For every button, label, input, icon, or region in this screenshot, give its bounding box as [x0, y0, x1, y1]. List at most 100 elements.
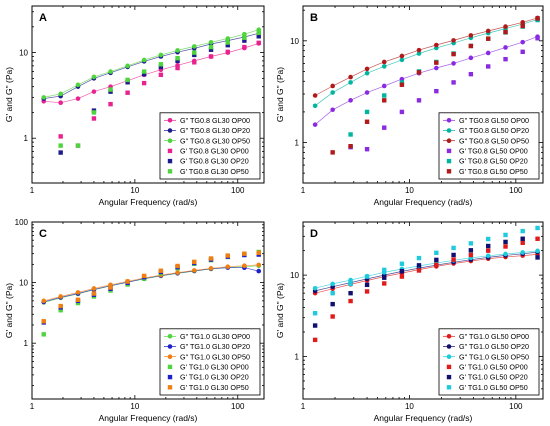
data-point [520, 240, 525, 245]
data-point [242, 31, 247, 37]
data-point [434, 257, 439, 263]
data-point [382, 98, 387, 103]
data-point [158, 268, 164, 273]
data-point [225, 36, 231, 41]
y-tick-label: 10 [19, 279, 28, 288]
data-point [535, 255, 540, 260]
legend-box [438, 328, 540, 396]
data-point [208, 44, 214, 50]
legend-label: G" TG0.8 GL30 OP20 [180, 126, 250, 135]
y-tick-label: 100 [15, 218, 29, 227]
data-point [330, 107, 335, 113]
series-line [43, 264, 259, 302]
y-axis-label: G' and G" (Pa) [4, 67, 14, 122]
data-point [348, 80, 353, 85]
data-point [91, 291, 97, 296]
x-tick-label: 10 [405, 186, 414, 195]
data-point [75, 143, 81, 148]
data-point [158, 52, 164, 58]
series-line [314, 19, 538, 106]
data-point [256, 34, 261, 39]
data-point [364, 109, 370, 115]
plot-frame [302, 221, 544, 400]
legend-marker [167, 138, 173, 143]
data-point [191, 44, 197, 49]
legend-marker [446, 169, 452, 174]
data-point [175, 263, 180, 269]
data-point [242, 44, 247, 50]
data-point [330, 290, 335, 296]
legend-label: G' TG1.0 GL50 OP00 [459, 363, 528, 372]
data-point [242, 263, 247, 269]
data-point [416, 47, 422, 53]
data-point [399, 82, 405, 87]
x-tick-label: 1 [30, 186, 35, 195]
legend-marker [167, 385, 173, 390]
legend-marker [446, 138, 452, 143]
data-point [535, 36, 540, 41]
data-point [468, 71, 474, 77]
data-point [348, 281, 353, 287]
data-point [520, 250, 525, 255]
series-line [314, 17, 538, 96]
data-point [192, 50, 197, 55]
data-point [382, 275, 387, 280]
legend-marker [167, 334, 173, 339]
series-3 [312, 248, 540, 291]
data-point [468, 248, 474, 253]
data-point [364, 66, 370, 72]
data-point [503, 24, 508, 29]
panel-letter: C [39, 228, 47, 240]
data-point [108, 69, 113, 74]
data-point [158, 64, 164, 70]
legend-marker [446, 385, 452, 390]
legend-label: G" TG0.8 GL50 OP20 [459, 126, 529, 135]
data-point [256, 268, 262, 274]
data-point [312, 122, 318, 127]
series-5 [312, 236, 540, 328]
data-point [364, 289, 370, 294]
plot-frame [31, 5, 265, 184]
y-axis-label: G' and G" (Pa) [275, 283, 285, 338]
data-point [330, 281, 335, 287]
data-point [416, 268, 422, 273]
panel-letter: B [310, 12, 318, 24]
legend-marker [446, 128, 452, 133]
data-point [399, 80, 405, 85]
data-point [158, 62, 164, 67]
legend-label: G' TG0.8 GL50 OP00 [459, 147, 528, 156]
data-point [416, 70, 422, 75]
data-point [399, 261, 405, 266]
y-axis-label: G' and G" (Pa) [4, 283, 14, 338]
plot-frame [31, 221, 265, 400]
data-point [381, 83, 387, 89]
data-point [381, 64, 387, 69]
data-point [330, 83, 335, 89]
data-point [312, 337, 318, 343]
data-point [485, 28, 491, 34]
data-point [364, 70, 370, 76]
y-tick-label: 1 [295, 139, 300, 148]
legend-label: G" TG0.8 GL50 OP00 [459, 116, 529, 125]
data-point [91, 74, 97, 80]
data-point [141, 57, 147, 63]
data-point [58, 303, 63, 309]
data-point [312, 311, 318, 316]
legend-marker [446, 148, 452, 154]
data-point [125, 63, 130, 69]
data-point [451, 252, 456, 258]
legend-label: G" TG1.0 GL50 OP50 [459, 352, 529, 361]
panel-letter: A [39, 12, 47, 24]
data-point [364, 146, 370, 152]
data-point [520, 23, 525, 29]
data-point [141, 71, 147, 77]
data-point [75, 297, 81, 303]
data-point [520, 236, 525, 241]
data-point [535, 248, 540, 254]
data-point [312, 285, 318, 291]
data-point [348, 74, 353, 80]
data-point [451, 38, 456, 43]
data-point [382, 93, 387, 98]
y-tick-label: 10 [290, 271, 299, 280]
